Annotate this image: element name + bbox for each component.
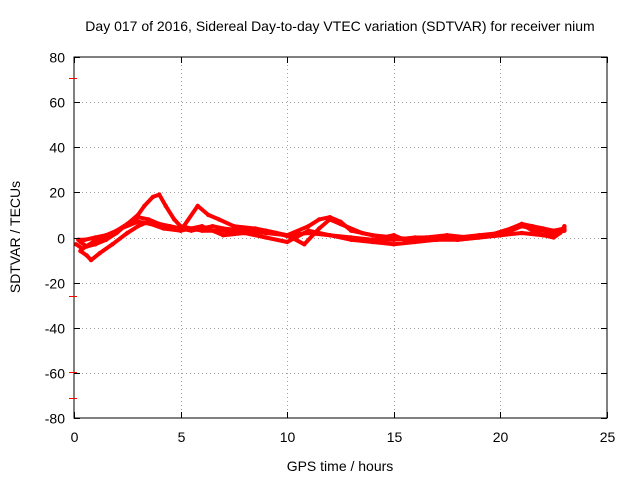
y-tick-label: 20 (49, 185, 65, 201)
data-point (498, 233, 503, 238)
data-point (327, 233, 332, 238)
data-point (274, 230, 279, 236)
y-tick-label: -20 (45, 276, 65, 292)
data-point (306, 228, 311, 233)
data-point (221, 228, 226, 233)
y-tick-label: -40 (45, 321, 65, 337)
data-series (73, 192, 567, 263)
y-axis: -80 -60 -40 -20 0 20 40 60 80 (45, 50, 607, 427)
data-point (338, 221, 343, 227)
data-point (172, 217, 177, 222)
data-point (391, 233, 396, 238)
x-tick-label: 20 (493, 429, 509, 445)
data-point (199, 224, 205, 229)
data-point (97, 251, 102, 256)
data-point (216, 217, 222, 222)
y-tick-label: 40 (49, 140, 65, 156)
x-axis-label: GPS time / hours (287, 458, 394, 474)
data-point (562, 224, 567, 229)
grid (74, 57, 607, 418)
data-point (402, 237, 407, 242)
x-tick-label: 5 (178, 429, 186, 445)
data-point (142, 203, 147, 209)
data-point (101, 235, 107, 240)
data-point (199, 228, 205, 233)
y-tick-label: -80 (45, 411, 65, 427)
x-axis: 0 5 10 15 20 25 (71, 57, 616, 445)
data-point (349, 237, 354, 242)
data-point (551, 235, 556, 240)
x-tick-label: 15 (387, 429, 403, 445)
data-point (306, 224, 311, 229)
data-point (253, 226, 258, 231)
data-point (434, 237, 439, 242)
data-point (178, 228, 183, 233)
chart-title: Day 017 of 2016, Sidereal Day-to-day VTE… (85, 18, 594, 34)
data-point (263, 235, 269, 240)
data-point (423, 235, 428, 240)
series-line-track-d (74, 219, 567, 251)
data-point (380, 235, 386, 240)
data-point (553, 230, 558, 236)
data-point (150, 194, 156, 200)
data-point (540, 233, 546, 238)
data-point (285, 239, 290, 245)
data-point (444, 233, 450, 238)
data-point (210, 224, 215, 229)
data-point (157, 192, 162, 197)
data-point (530, 224, 535, 229)
data-point (476, 235, 482, 240)
data-point (317, 226, 322, 231)
x-tick-label: 25 (600, 429, 616, 445)
data-point (221, 233, 226, 238)
y-tick-label: 80 (49, 50, 65, 66)
data-point (540, 226, 546, 231)
y-tick-label: 0 (57, 231, 65, 247)
data-point (391, 242, 396, 247)
x-tick-label: 0 (71, 429, 79, 445)
data-point (88, 257, 94, 263)
data-point (161, 226, 166, 231)
data-point (110, 242, 115, 247)
data-point (135, 224, 141, 229)
data-point (148, 221, 153, 227)
data-point (562, 228, 567, 233)
data-point (359, 230, 364, 236)
data-point (519, 230, 524, 236)
data-point (302, 242, 307, 247)
data-point (370, 239, 375, 245)
data-point (317, 217, 322, 222)
data-point (195, 203, 200, 209)
data-point (455, 237, 460, 242)
data-point (530, 228, 535, 233)
data-point (91, 239, 96, 245)
data-point (82, 237, 87, 242)
data-point (125, 230, 130, 236)
y-tick-label: 60 (49, 95, 65, 111)
data-point (508, 226, 514, 231)
data-point (242, 230, 247, 236)
data-point (412, 239, 418, 245)
data-point (206, 212, 211, 218)
data-point (78, 239, 83, 245)
data-point (231, 224, 237, 229)
y-tick-label: -60 (45, 366, 65, 382)
data-point (84, 253, 90, 258)
data-point (327, 217, 332, 222)
x-tick-label: 10 (280, 429, 296, 445)
data-point (163, 203, 168, 209)
data-point (118, 226, 124, 231)
data-point (135, 219, 141, 224)
plot-frame (73, 56, 608, 419)
data-point (73, 242, 79, 247)
data-point (135, 212, 141, 218)
data-point (80, 246, 85, 251)
data-point (519, 221, 524, 227)
y-axis-label: SDTVAR / TECUs (7, 181, 23, 293)
